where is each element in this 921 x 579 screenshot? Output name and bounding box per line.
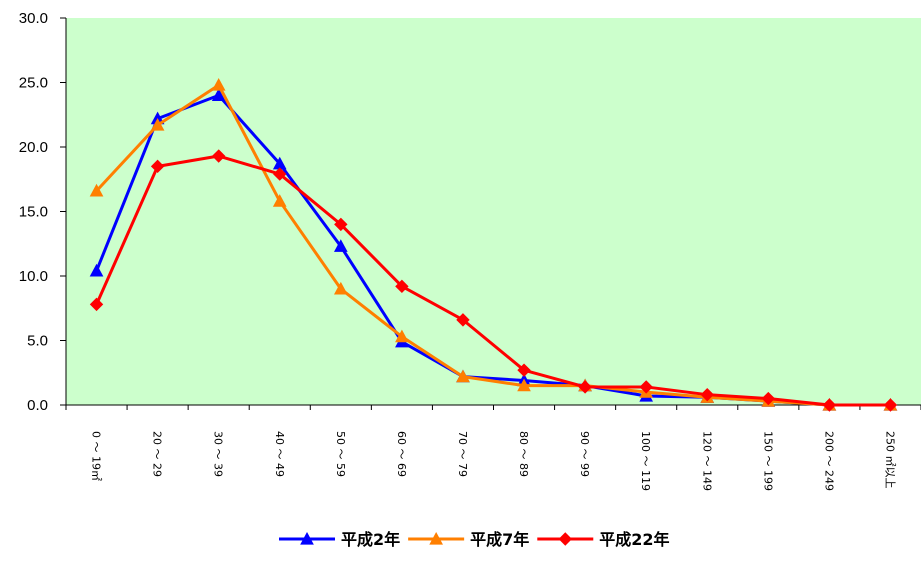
legend-item: 平成22年 xyxy=(537,530,670,549)
y-axis: 0.0 5.0 10.0 15.0 20.0 25.0 30.0 xyxy=(19,10,67,414)
series-3 xyxy=(89,149,898,412)
data-point-diamond xyxy=(150,159,165,174)
data-point-triangle xyxy=(211,78,226,91)
x-tick-label: 20 ～ 29 xyxy=(151,431,164,477)
data-point-triangle xyxy=(150,118,165,131)
data-point-diamond xyxy=(89,297,104,312)
y-tick-label: 30.0 xyxy=(19,10,48,27)
y-tick-label: 20.0 xyxy=(19,139,48,156)
legend-item: 平成7年 xyxy=(408,530,529,549)
x-axis: 0 ～ 19㎡ 20 ～ 29 30 ～ 39 40 ～ 49 50 ～ 59 60 ～ … xyxy=(65,404,921,491)
data-point-triangle xyxy=(517,378,531,392)
data-point-triangle xyxy=(333,239,348,252)
data-point-diamond xyxy=(456,313,470,327)
x-tick-label: 120 ～ 149 xyxy=(700,431,713,491)
data-point-diamond xyxy=(822,398,837,412)
data-point-triangle xyxy=(395,329,409,343)
series-layer xyxy=(89,78,898,412)
data-point-triangle xyxy=(89,183,104,197)
x-tick-label: 200 ～ 249 xyxy=(822,431,835,491)
legend: 平成2年 平成7年 平成22年 xyxy=(279,530,670,549)
data-point-triangle xyxy=(272,194,287,207)
y-tick-label: 15.0 xyxy=(19,204,48,221)
data-point-triangle xyxy=(456,369,470,383)
data-point-diamond xyxy=(700,387,714,402)
y-tick-label: 5.0 xyxy=(27,333,48,350)
y-tick-label: 10.0 xyxy=(19,268,48,285)
legend-label: 平成7年 xyxy=(470,530,529,549)
series-line xyxy=(95,154,891,407)
x-tick-label: 100 ～ 119 xyxy=(639,431,652,491)
x-tick-label: 40 ～ 49 xyxy=(273,431,286,477)
x-tick-label: 60 ～ 69 xyxy=(395,431,408,477)
x-tick-label: 50 ～ 59 xyxy=(334,431,347,477)
data-point-diamond xyxy=(761,391,776,406)
data-point-diamond xyxy=(639,380,653,394)
x-tick-label: 90 ～ 99 xyxy=(578,431,591,477)
x-tick-label: 70 ～ 79 xyxy=(456,431,469,477)
data-point-diamond xyxy=(883,398,898,412)
data-point-diamond xyxy=(334,217,348,232)
x-tick-label: 0 ～ 19㎡ xyxy=(90,431,103,481)
legend-item: 平成2年 xyxy=(279,530,400,549)
data-point-diamond xyxy=(558,532,572,546)
x-tick-label: 150 ～ 199 xyxy=(761,431,774,491)
data-point-diamond xyxy=(273,167,287,181)
data-point-triangle xyxy=(300,531,314,545)
legend-label: 平成2年 xyxy=(341,530,400,549)
data-point-diamond xyxy=(395,279,409,294)
y-tick-label: 0.0 xyxy=(27,397,48,414)
plot-area xyxy=(66,18,921,405)
data-point-diamond xyxy=(211,149,226,163)
data-point-diamond xyxy=(578,380,592,394)
x-tick-label: 80 ～ 89 xyxy=(517,431,530,477)
data-point-triangle xyxy=(429,531,443,545)
legend-label: 平成22年 xyxy=(599,530,669,549)
x-tick-label: 30 ～ 39 xyxy=(212,431,225,477)
y-tick-label: 25.0 xyxy=(19,75,48,92)
series-line xyxy=(95,83,891,407)
data-point-triangle xyxy=(211,88,226,101)
data-point-triangle xyxy=(89,263,104,277)
x-tick-label: 250 ㎡以上 xyxy=(883,431,896,489)
data-point-triangle xyxy=(333,281,348,295)
data-point-diamond xyxy=(517,363,531,377)
